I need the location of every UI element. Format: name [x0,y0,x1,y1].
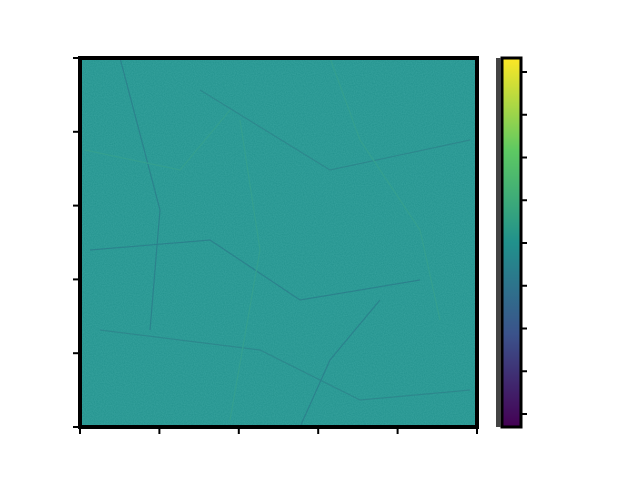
x-axis [79,427,478,434]
heatmap-plot [78,56,479,429]
feature-line [299,299,381,428]
feature-line [84,109,231,171]
y-axis [73,57,80,428]
feature-line [199,89,471,171]
feature-line [329,57,441,321]
colorbar [496,56,527,429]
heatmap-texture [80,58,477,427]
feature-line [99,329,471,401]
feature-line [119,57,161,331]
colorbar-gradient [502,58,521,427]
feature-line [89,239,421,301]
colorbar-ticks [521,71,527,415]
plot-frame [78,56,479,429]
feature-line [229,119,261,421]
heatmap-features [84,57,471,428]
colorbar-spacer [496,58,501,427]
